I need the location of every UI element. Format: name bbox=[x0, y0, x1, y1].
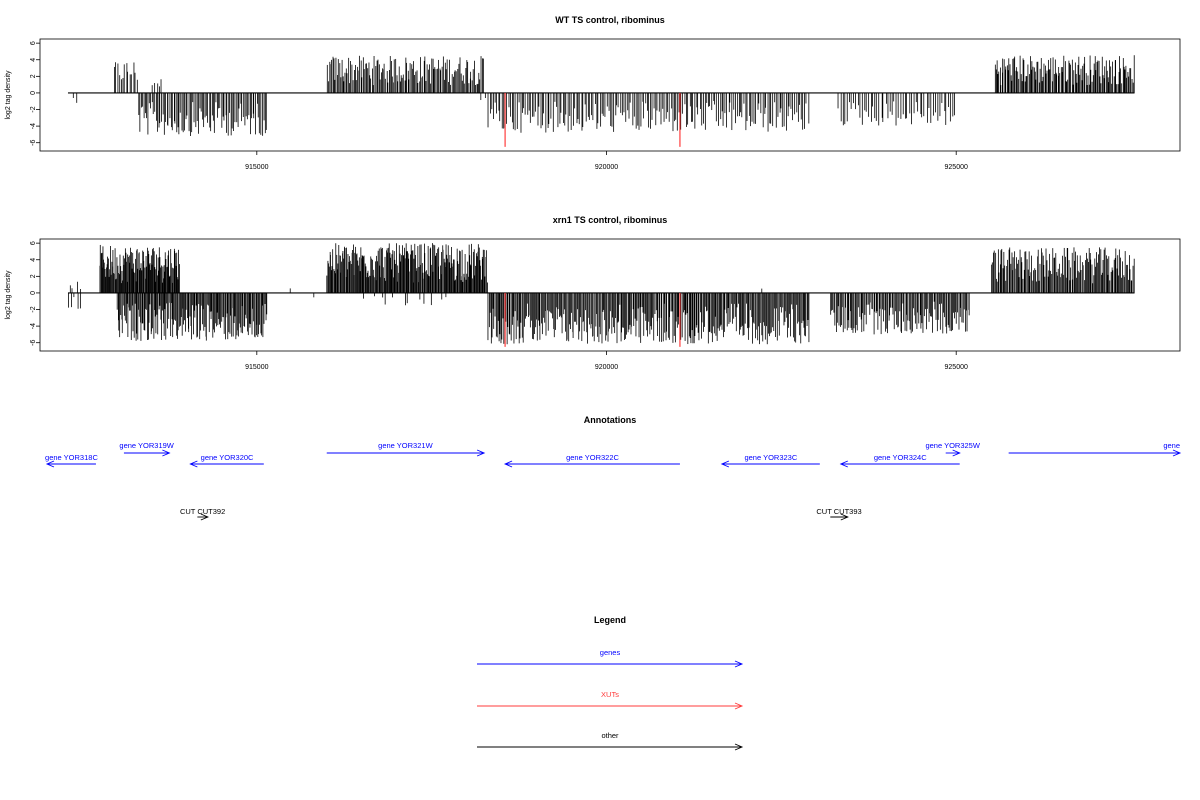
y-tick-label: 6 bbox=[30, 241, 37, 245]
gene-arrow-head bbox=[503, 460, 513, 468]
legend-item-label: genes bbox=[600, 648, 621, 657]
other-label: CUT CUT392 bbox=[180, 507, 225, 516]
legend-item-arrow-head bbox=[734, 743, 744, 751]
gene-label: gene YOR324C bbox=[874, 453, 927, 462]
annotations-title: Annotations bbox=[584, 415, 637, 425]
gene-arrow-head bbox=[45, 460, 55, 468]
y-tick-label: 4 bbox=[30, 58, 37, 62]
y-axis-label: log2 tag density bbox=[5, 70, 12, 120]
xrn1-track-panel: xrn1 TS control, ribominus 6 4 2 0 -2 -4 -6 log2… bbox=[5, 215, 1181, 371]
other-arrow-head bbox=[840, 513, 849, 521]
annotations-panel: Annotations gene YOR318C gene YOR319W gene… bbox=[45, 415, 1182, 521]
y-tick-label: 6 bbox=[30, 41, 37, 45]
legend-panel: Legend genes XUTs other bbox=[477, 615, 744, 751]
gene-arrow-head bbox=[189, 460, 198, 468]
gene-label: gene YOR325W bbox=[925, 441, 980, 450]
gene-label: gene YOR320C bbox=[201, 453, 254, 462]
legend-item-label: XUTs bbox=[601, 690, 619, 699]
legend-item-arrow-head bbox=[734, 702, 744, 710]
gene-arrow-head bbox=[952, 449, 961, 457]
gene-arrow-head bbox=[162, 449, 171, 457]
panel-title: WT TS control, ribominus bbox=[555, 15, 665, 25]
gene-label: gene YOR322C bbox=[566, 453, 619, 462]
y-tick-label: -2 bbox=[30, 106, 37, 112]
x-tick-label: 915000 bbox=[245, 164, 268, 171]
x-tick-label: 920000 bbox=[595, 164, 618, 171]
y-tick-label: 0 bbox=[30, 291, 37, 295]
gene-label: gene bbox=[1163, 441, 1180, 450]
y-tick-label: 0 bbox=[30, 91, 37, 95]
gene-label: gene YOR318C bbox=[45, 453, 98, 462]
gene-arrow-head bbox=[839, 460, 848, 468]
x-tick-label: 925000 bbox=[945, 164, 968, 171]
y-tick-label: -2 bbox=[30, 306, 37, 312]
y-tick-label: 2 bbox=[30, 274, 37, 278]
y-tick-label: 2 bbox=[30, 74, 37, 78]
y-tick-label: -4 bbox=[30, 123, 37, 129]
y-tick-label: -4 bbox=[30, 323, 37, 329]
x-tick-label: 920000 bbox=[595, 364, 618, 371]
y-axis-label: log2 tag density bbox=[5, 270, 12, 320]
gene-label: gene YOR323C bbox=[744, 453, 797, 462]
gene-label: gene YOR319W bbox=[119, 441, 174, 450]
y-tick-label: -6 bbox=[30, 139, 37, 145]
plot-frame bbox=[39, 38, 1181, 152]
x-tick-label: 925000 bbox=[945, 364, 968, 371]
legend-item-arrow-head bbox=[734, 660, 744, 668]
gene-label: gene YOR321W bbox=[378, 441, 433, 450]
wt-track-panel: WT TS control, ribominus 6 4 2 0 -2 -4 -6 log2 t… bbox=[5, 15, 1181, 171]
y-tick-label: 4 bbox=[30, 258, 37, 262]
gene-arrow-head bbox=[720, 460, 730, 468]
legend-item-label: other bbox=[601, 731, 619, 740]
other-arrow-head bbox=[200, 513, 209, 521]
x-tick-label: 915000 bbox=[245, 364, 268, 371]
y-tick-label: -6 bbox=[30, 339, 37, 345]
other-label: CUT CUT393 bbox=[816, 507, 861, 516]
gene-arrow-head bbox=[1172, 449, 1182, 457]
legend-title: Legend bbox=[594, 615, 626, 625]
gene-arrow-head bbox=[476, 449, 486, 457]
plot-frame bbox=[39, 238, 1181, 352]
panel-title: xrn1 TS control, ribominus bbox=[553, 215, 668, 225]
